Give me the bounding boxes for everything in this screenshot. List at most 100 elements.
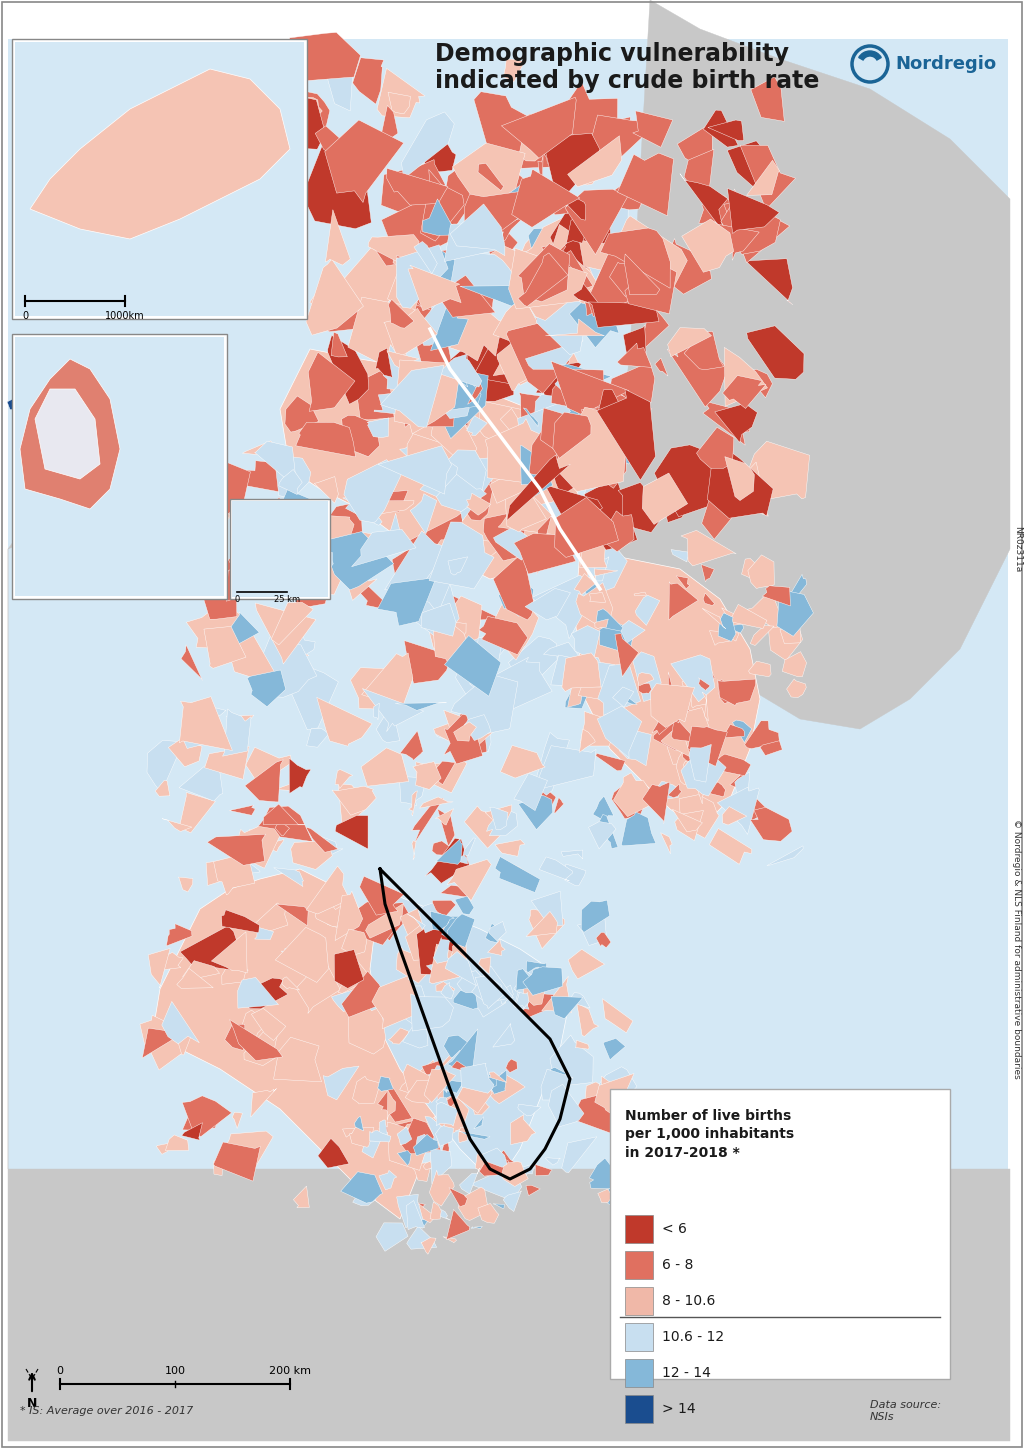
Polygon shape bbox=[488, 922, 506, 940]
Polygon shape bbox=[718, 787, 759, 835]
Polygon shape bbox=[722, 607, 743, 625]
Polygon shape bbox=[684, 332, 724, 369]
Polygon shape bbox=[596, 609, 623, 632]
Polygon shape bbox=[162, 1001, 200, 1043]
Polygon shape bbox=[443, 710, 481, 740]
Polygon shape bbox=[625, 261, 677, 314]
Polygon shape bbox=[696, 427, 734, 468]
Polygon shape bbox=[581, 151, 607, 185]
Polygon shape bbox=[378, 446, 452, 494]
Polygon shape bbox=[465, 483, 479, 501]
Polygon shape bbox=[193, 1111, 221, 1127]
Polygon shape bbox=[385, 530, 450, 590]
Polygon shape bbox=[256, 567, 289, 590]
Polygon shape bbox=[669, 707, 712, 749]
Polygon shape bbox=[450, 252, 521, 294]
Polygon shape bbox=[590, 593, 605, 603]
Polygon shape bbox=[199, 540, 233, 578]
Polygon shape bbox=[280, 349, 580, 580]
Wedge shape bbox=[859, 51, 882, 59]
Bar bbox=[12, 335, 227, 598]
Polygon shape bbox=[400, 907, 444, 953]
Polygon shape bbox=[179, 426, 223, 481]
Polygon shape bbox=[735, 772, 750, 801]
Polygon shape bbox=[206, 861, 230, 885]
Text: Threshold for the
Nordic Demographic
Vulnerability index: 10.6
Nordic average: 1: Threshold for the Nordic Demographic Vul… bbox=[727, 1159, 880, 1226]
Polygon shape bbox=[226, 554, 278, 601]
Polygon shape bbox=[342, 971, 392, 1017]
Polygon shape bbox=[396, 245, 449, 309]
Polygon shape bbox=[377, 68, 425, 117]
Polygon shape bbox=[578, 919, 607, 946]
Polygon shape bbox=[421, 603, 456, 636]
Polygon shape bbox=[251, 1009, 286, 1040]
Polygon shape bbox=[617, 154, 674, 216]
Polygon shape bbox=[341, 897, 393, 945]
Polygon shape bbox=[412, 840, 416, 861]
Polygon shape bbox=[408, 265, 461, 310]
Polygon shape bbox=[166, 923, 191, 946]
Polygon shape bbox=[509, 636, 557, 678]
Polygon shape bbox=[724, 188, 790, 262]
Polygon shape bbox=[420, 451, 486, 507]
Polygon shape bbox=[352, 58, 384, 104]
Polygon shape bbox=[463, 838, 475, 856]
Polygon shape bbox=[679, 794, 719, 838]
Polygon shape bbox=[450, 711, 487, 753]
Polygon shape bbox=[401, 112, 455, 178]
Polygon shape bbox=[633, 110, 673, 148]
Polygon shape bbox=[419, 1204, 435, 1223]
Polygon shape bbox=[309, 281, 331, 306]
Polygon shape bbox=[417, 296, 457, 345]
Polygon shape bbox=[438, 355, 482, 387]
Polygon shape bbox=[595, 619, 608, 629]
Polygon shape bbox=[303, 552, 333, 575]
Polygon shape bbox=[541, 1069, 572, 1100]
Polygon shape bbox=[563, 404, 627, 488]
Polygon shape bbox=[162, 819, 191, 832]
Polygon shape bbox=[178, 877, 193, 893]
Polygon shape bbox=[555, 497, 618, 558]
Polygon shape bbox=[493, 294, 552, 349]
Polygon shape bbox=[309, 835, 343, 864]
Polygon shape bbox=[355, 580, 394, 611]
Polygon shape bbox=[603, 1182, 631, 1213]
Polygon shape bbox=[182, 1108, 219, 1130]
Polygon shape bbox=[396, 255, 466, 306]
Polygon shape bbox=[555, 258, 601, 307]
Polygon shape bbox=[453, 458, 507, 520]
Polygon shape bbox=[575, 653, 598, 677]
Polygon shape bbox=[506, 1059, 517, 1072]
Polygon shape bbox=[536, 358, 582, 412]
Polygon shape bbox=[467, 1194, 480, 1210]
Polygon shape bbox=[7, 388, 40, 410]
Polygon shape bbox=[599, 1066, 637, 1095]
Polygon shape bbox=[381, 106, 398, 141]
Polygon shape bbox=[695, 664, 715, 682]
Polygon shape bbox=[226, 716, 254, 729]
Polygon shape bbox=[281, 97, 326, 149]
Polygon shape bbox=[421, 170, 464, 241]
Polygon shape bbox=[600, 400, 635, 426]
Polygon shape bbox=[551, 997, 583, 1019]
Polygon shape bbox=[402, 1010, 428, 1048]
Polygon shape bbox=[421, 1237, 436, 1255]
Polygon shape bbox=[251, 572, 266, 588]
Polygon shape bbox=[458, 1187, 488, 1220]
Polygon shape bbox=[542, 243, 565, 262]
Polygon shape bbox=[180, 493, 230, 548]
Polygon shape bbox=[767, 846, 803, 865]
Polygon shape bbox=[677, 122, 713, 167]
Polygon shape bbox=[393, 258, 452, 317]
Polygon shape bbox=[308, 352, 355, 412]
Polygon shape bbox=[12, 462, 30, 485]
Polygon shape bbox=[8, 1169, 1010, 1440]
Polygon shape bbox=[78, 384, 102, 413]
Polygon shape bbox=[610, 362, 654, 409]
Polygon shape bbox=[327, 897, 356, 927]
Polygon shape bbox=[278, 484, 317, 533]
Polygon shape bbox=[708, 753, 751, 775]
Polygon shape bbox=[425, 1117, 453, 1142]
Polygon shape bbox=[370, 1130, 391, 1142]
Polygon shape bbox=[445, 952, 476, 985]
